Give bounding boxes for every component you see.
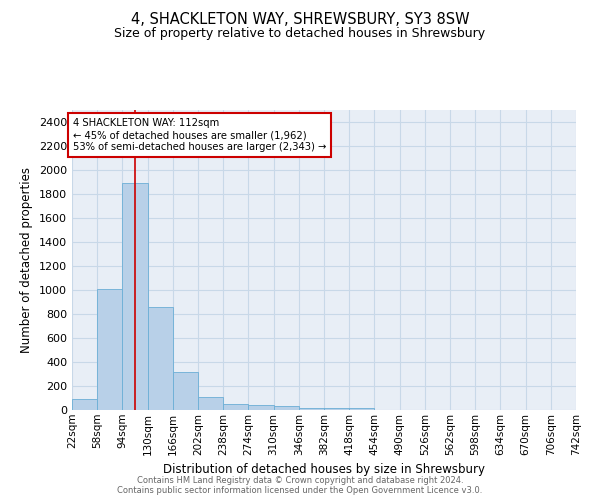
Bar [349, 408, 374, 410]
Bar [198, 397, 223, 410]
Bar [324, 408, 349, 410]
Bar [148, 307, 173, 410]
Text: 4, SHACKLETON WAY, SHREWSBURY, SY3 8SW: 4, SHACKLETON WAY, SHREWSBURY, SY3 8SW [131, 12, 469, 28]
Text: Size of property relative to detached houses in Shrewsbury: Size of property relative to detached ho… [115, 28, 485, 40]
Bar [173, 372, 198, 410]
Bar [72, 399, 97, 410]
Text: 4 SHACKLETON WAY: 112sqm
← 45% of detached houses are smaller (1,962)
53% of sem: 4 SHACKLETON WAY: 112sqm ← 45% of detach… [73, 118, 326, 152]
X-axis label: Distribution of detached houses by size in Shrewsbury: Distribution of detached houses by size … [163, 463, 485, 476]
Bar [299, 408, 324, 410]
Bar [274, 406, 299, 410]
Bar [248, 404, 274, 410]
Bar [97, 289, 122, 410]
Bar [223, 404, 248, 410]
Text: Contains HM Land Registry data © Crown copyright and database right 2024.
Contai: Contains HM Land Registry data © Crown c… [118, 476, 482, 495]
Bar [122, 183, 148, 410]
Y-axis label: Number of detached properties: Number of detached properties [20, 167, 34, 353]
